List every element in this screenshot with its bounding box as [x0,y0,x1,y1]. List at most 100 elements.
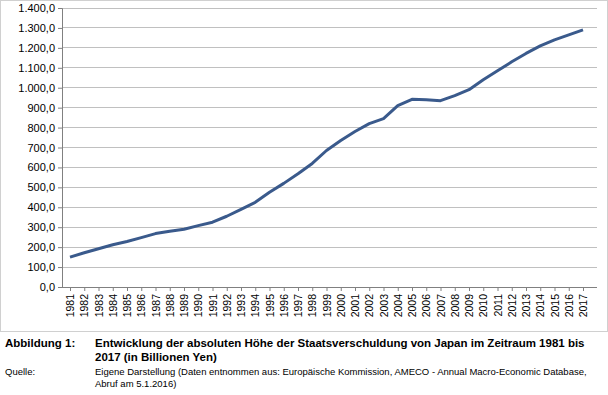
x-tick: 2016 [563,287,575,317]
y-tick-mark [58,247,62,248]
x-tick-mark [70,287,71,291]
grid-line [62,227,597,228]
x-tick-mark [341,287,342,291]
data-line [70,30,583,257]
y-tick-mark [58,108,62,109]
x-tick-mark [170,287,171,291]
x-tick-mark [555,287,556,291]
x-tick: 2006 [420,287,432,317]
x-tick-label: 2008 [449,294,461,318]
x-tick-label: 1985 [121,294,133,318]
x-tick: 2008 [449,287,461,317]
x-tick-mark [455,287,456,291]
title: Entwicklung der absoluten Höhe der Staat… [95,337,585,363]
grid-line [62,8,597,9]
y-tick-mark [58,48,62,49]
y-tick-label: 1.000,0 [18,82,55,94]
x-tick-label: 1998 [306,294,318,318]
x-tick: 1993 [235,287,247,317]
x-tick-label: 1999 [321,294,333,318]
y-tick: 700,0 [27,142,62,154]
x-tick: 2013 [520,287,532,317]
chart-frame [1,1,608,332]
x-tick-mark [127,287,128,291]
y-tick-label: 1.300,0 [18,22,55,34]
y-tick-mark [58,8,62,9]
y-tick-label: 600,0 [27,161,55,173]
grid-line [62,87,597,88]
x-tick-mark [498,287,499,291]
x-tick-label: 2007 [435,294,447,318]
source: Eigene Darstellung (Daten entnommen aus:… [95,366,587,389]
grid-line [62,187,597,188]
x-tick-mark [113,287,114,291]
y-tick-mark [58,88,62,89]
y-tick-label: 300,0 [27,221,55,233]
x-tick: 1995 [264,287,276,317]
x-tick-label: 1987 [150,294,162,318]
x-tick-mark [99,287,100,291]
plot-area [70,30,583,257]
figure-label: Abbildung 1: [5,337,75,349]
x-tick-label: 1988 [164,294,176,318]
x-tick: 1981 [64,287,76,317]
y-tick-label: 200,0 [27,241,55,253]
x-tick: 2000 [335,287,347,317]
x-tick-label: 2009 [463,294,475,318]
x-tick: 2005 [406,287,418,317]
x-tick-label: 1983 [93,294,105,318]
x-tick-label: 1981 [64,294,76,318]
x-tick-label: 1989 [178,294,190,318]
x-tick: 1998 [306,287,318,317]
x-tick-label: 2001 [349,294,361,318]
y-tick: 200,0 [27,241,62,253]
x-tick-label: 1993 [235,294,247,318]
y-tick: 800,0 [27,122,62,134]
x-tick-label: 2005 [406,294,418,318]
x-tick-mark [270,287,271,291]
x-tick: 2009 [463,287,475,317]
y-tick-mark [58,128,62,129]
x-tick: 2001 [349,287,361,317]
y-tick-label: 100,0 [27,261,55,273]
grid-line [62,107,597,108]
x-tick-label: 2012 [506,294,518,318]
x-tick: 1996 [278,287,290,317]
x-tick-mark [241,287,242,291]
x-tick: 2011 [492,287,504,317]
x-tick: 1982 [78,287,90,317]
x-tick-label: 2015 [549,294,561,318]
x-tick-mark [141,287,142,291]
x-tick-label: 2003 [378,294,390,318]
x-tick: 2002 [363,287,375,317]
x-tick: 1991 [207,287,219,317]
grid [62,8,597,287]
x-tick: 1992 [221,287,233,317]
y-tick-label: 700,0 [27,142,55,154]
y-tick: 100,0 [27,261,62,273]
x-tick-mark [312,287,313,291]
x-tick-mark [412,287,413,291]
y-tick-mark [58,167,62,168]
grid-line [62,27,597,28]
grid-line [62,47,597,48]
x-tick-mark [384,287,385,291]
y-tick-label: 1.400,0 [18,2,55,14]
y-tick: 1.300,0 [18,22,62,34]
x-tick-mark [255,287,256,291]
y-tick-label: 0,0 [40,281,55,293]
x-tick-mark [84,287,85,291]
x-tick-mark [355,287,356,291]
grid-line [62,267,597,268]
y-axis-line [58,9,63,288]
x-tick: 2003 [378,287,390,317]
x-tick-label: 1995 [264,294,276,318]
y-tick-mark [58,207,62,208]
x-tick-mark [483,287,484,291]
x-tick: 1988 [164,287,176,317]
x-axis: 1981198219831984198519861987198819891990… [62,287,597,317]
y-tick: 300,0 [27,221,62,233]
grid-line [62,167,597,168]
grid-line [62,127,597,128]
x-tick-label: 2016 [563,294,575,318]
